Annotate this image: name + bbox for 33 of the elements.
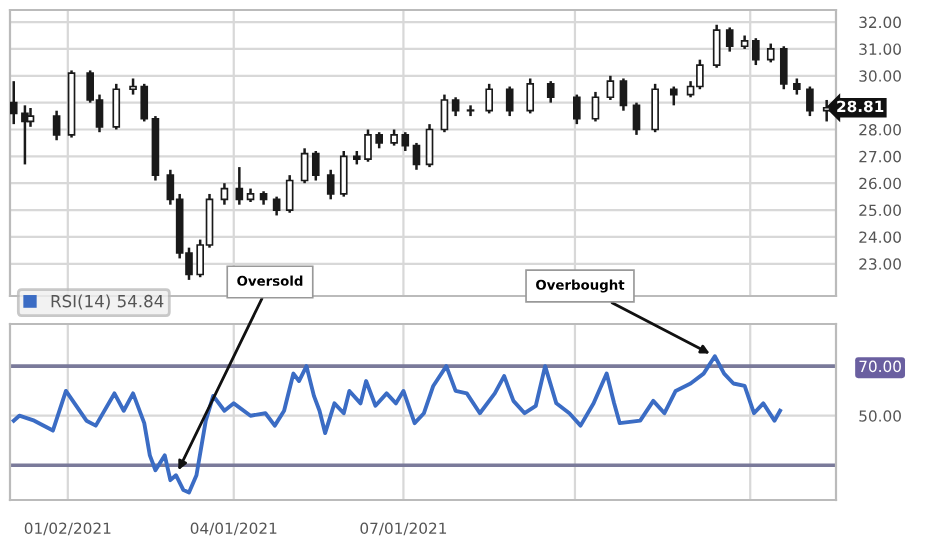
candlestick	[485, 82, 494, 115]
candlestick	[505, 85, 514, 118]
candlestick	[606, 74, 615, 102]
candlestick	[573, 93, 581, 126]
candlestick	[235, 165, 244, 206]
candlestick	[285, 173, 294, 214]
candlestick	[440, 93, 449, 134]
candlestick	[326, 168, 335, 201]
candlestick	[220, 181, 229, 206]
candlestick	[712, 23, 721, 69]
candlestick	[412, 141, 421, 172]
candlestick	[112, 82, 121, 131]
candlestick	[591, 90, 600, 123]
candlestick	[451, 96, 460, 118]
legend-label: RSI(14) 54.84	[51, 294, 164, 310]
candlestick	[669, 85, 678, 107]
candlestick	[526, 77, 535, 115]
candlestick	[339, 149, 348, 198]
candlestick	[546, 79, 555, 104]
candlestick	[779, 45, 788, 91]
candlestick	[752, 36, 760, 67]
candlestick	[300, 147, 309, 185]
candlestick	[311, 149, 320, 182]
candlestick	[425, 122, 434, 169]
candlestick	[272, 195, 281, 217]
candlestick	[806, 85, 814, 118]
candlestick	[651, 82, 659, 134]
candlestick	[52, 109, 61, 142]
line-series	[11, 354, 783, 495]
candlestick	[725, 26, 734, 53]
candlestick	[632, 101, 641, 137]
candlestick	[766, 42, 775, 64]
candlestick	[619, 77, 628, 112]
